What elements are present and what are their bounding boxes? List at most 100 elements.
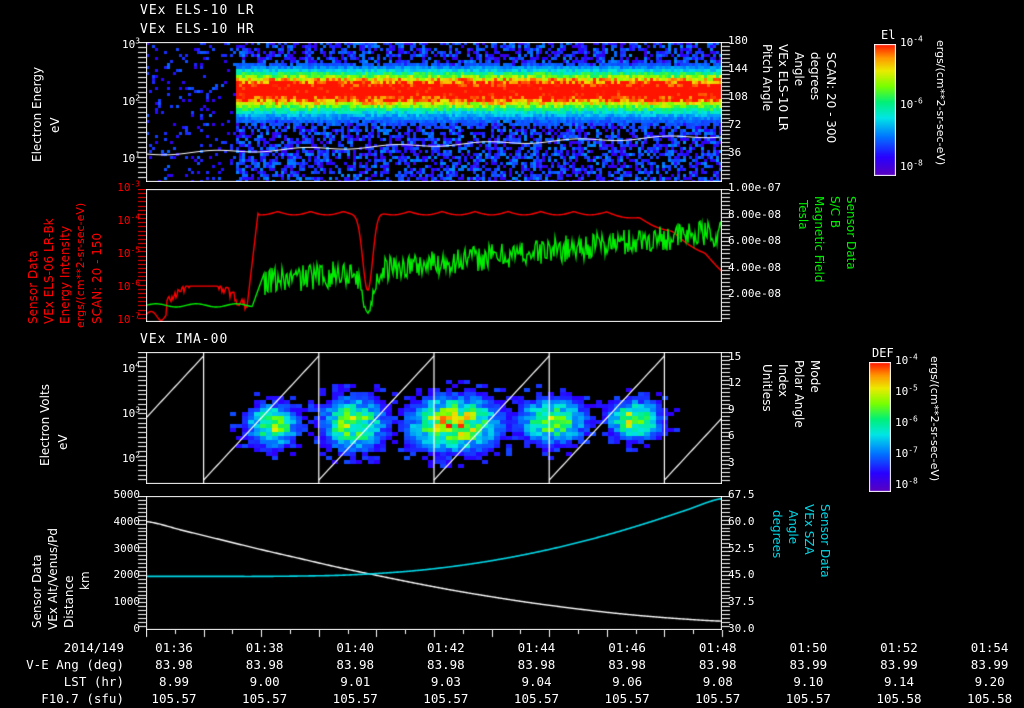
panel2-right-tick-2: 6.00e-08	[728, 234, 781, 248]
panel3-right-index: Index	[776, 364, 790, 479]
table-cell-lst-2: 9.01	[340, 674, 371, 689]
table-cell-f107-0: 105.57	[151, 691, 197, 706]
panel3-right-tick-4: 3	[728, 455, 735, 469]
colorbar1-tick-2: 10-8	[900, 158, 923, 173]
table-cell-time-0: 01:36	[155, 640, 193, 655]
table-cell-lst-7: 9.10	[793, 674, 824, 689]
panel3-left-line-0: Electron Volts	[38, 384, 52, 466]
panel2-left-instrument: VEx ELS-06 LR-Bk	[42, 192, 56, 324]
panel2-right-line-0: Sensor Data	[844, 196, 858, 270]
panel2-right-source: S/C B	[828, 196, 842, 321]
panel1-right-line-1: VEx ELS-10 LR	[776, 44, 790, 132]
panel1-title-lr: VEx ELS-10 LR	[140, 3, 255, 18]
colorbar3-tick-1: 10-5	[895, 383, 918, 398]
table-cell-f107-2: 105.57	[332, 691, 378, 706]
panel4-right-tick-1: 60.0	[728, 514, 755, 528]
panel3-right-polar-angle: Polar Angle	[792, 360, 806, 480]
panel4-left-line-0: Sensor Data	[30, 554, 44, 628]
table-cell-ve_ang-1: 83.98	[245, 657, 284, 672]
colorbar1-tick-1: 10-6	[900, 96, 923, 111]
table-row-label-2: LST (hr)	[63, 674, 124, 689]
panel1-left-axis-line-0: Electron Energy	[30, 66, 44, 163]
table-cell-ve_ang-0: 83.98	[155, 657, 193, 672]
panel4-left-line-3: km	[78, 571, 92, 590]
table-cell-lst-9: 9.20	[974, 674, 1005, 689]
table-cell-time-5: 01:46	[608, 640, 646, 655]
panel3-right-tick-2: 9	[728, 402, 735, 416]
panel3-right-units: Unitless	[760, 364, 774, 479]
axis-ticks	[722, 496, 736, 630]
table-cell-lst-6: 9.08	[702, 674, 733, 689]
table-cell-ve_ang-6: 83.98	[698, 657, 737, 672]
panel1-right-axis-units: degrees	[808, 52, 822, 182]
panel3-left-line-1: eV	[56, 434, 70, 450]
panel4-left-tick-5: 0	[133, 622, 140, 635]
panel3-right-tick-1: 12	[728, 376, 742, 390]
panel1-right-axis-quantity: Angle	[792, 52, 806, 182]
panel2-left-tick-2: 10-5	[117, 245, 140, 260]
colorbar3-tick-0: 10-4	[895, 352, 918, 367]
colorbar1-units-text: ergs/(cm**2-sr-sec-eV)	[934, 40, 947, 166]
panel3-right-line-3: Unitless	[760, 364, 774, 412]
panel2-left-line-1: VEx ELS-06 LR-Bk	[42, 218, 56, 324]
colorbar3-tick-3: 10-7	[895, 445, 918, 460]
panel4-left-source: VEx Alt/Venus/Pd	[46, 498, 60, 630]
colorbar1-tick-0: 10-4	[900, 34, 923, 49]
panel1-left-axis-line-1: eV	[48, 117, 62, 133]
table-cell-ve_ang-7: 83.99	[789, 657, 828, 672]
axis-ticks	[132, 352, 146, 484]
panel1-left-tick-1: 102	[121, 93, 140, 108]
panel4-left-tick-4: 1000	[113, 595, 141, 609]
table-cell-time-6: 01:48	[698, 640, 737, 655]
panel2-right-tick-4: 2.00e-08	[728, 287, 781, 301]
panel2-left-sensor: Sensor Data	[26, 192, 40, 324]
table-cell-f107-5: 105.57	[604, 691, 650, 706]
colorbar3-units-text: ergs/(cm**2-sr-sec-eV)	[928, 356, 941, 482]
table-cell-time-7: 01:50	[789, 640, 828, 655]
table-cell-time-2: 01:40	[336, 640, 375, 655]
panel4-left-tick-1: 4000	[113, 514, 141, 528]
table-cell-f107-3: 105.57	[423, 691, 469, 706]
panel1-right-line-3: degrees	[808, 52, 822, 101]
table-cell-f107-8: 105.58	[876, 691, 922, 706]
axis-ticks	[132, 189, 146, 322]
panel4-right-line-1: VEx SZA	[802, 504, 816, 555]
panel3-left-tick-2: 102	[121, 450, 140, 465]
table-cell-ve_ang-5: 83.98	[608, 657, 646, 672]
axis-ticks	[722, 189, 736, 322]
table-row-label-0: 2014/149	[63, 640, 124, 655]
table-cell-f107-4: 105.57	[513, 691, 560, 706]
table-cell-ve_ang-2: 83.98	[336, 657, 375, 672]
panel2-right-sensor: Sensor Data	[844, 196, 858, 321]
panel4-right-line-0: Sensor Data	[818, 504, 832, 578]
panel4-left-line-1: VEx Alt/Venus/Pd	[46, 527, 60, 630]
panel1-right-axis-label: Pitch Angle	[760, 44, 774, 184]
panel2-left-quantity: Energy Intensity	[58, 192, 72, 324]
panel4-line-plot	[146, 496, 722, 630]
panel2-left-units: ergs/(cm**2-sr-sec-eV)	[74, 190, 87, 328]
panel4-right-tick-3: 45.0	[728, 568, 755, 582]
panel4-left-line-2: Distance	[62, 575, 76, 628]
panel1-spectrogram	[146, 42, 722, 182]
panel2-right-quantity: Magnetic Field	[812, 196, 826, 321]
table-cell-ve_ang-9: 83.99	[970, 657, 1009, 672]
table-cell-f107-6: 105.57	[695, 691, 741, 706]
table-row-label-1: V-E Ang (deg)	[26, 657, 124, 672]
panel1-right-tick-0: 180	[728, 34, 748, 47]
colorbar3-title: DEF	[872, 346, 894, 360]
panel1-left-tick-0: 103	[121, 36, 140, 51]
panel1-right-tick-3: 72	[728, 118, 742, 131]
panel2-left-tick-4: 10-7	[117, 311, 140, 326]
panel4-right-sensor: Sensor Data	[818, 504, 832, 626]
panel3-right-tick-0: 15	[728, 350, 742, 363]
panel1-right-line-2: Angle	[792, 52, 806, 87]
time-axis-ticks	[146, 630, 726, 638]
panel4-right-quantity: Angle	[786, 510, 800, 625]
panel4-left-units: km	[78, 530, 92, 590]
panel4-right-units: degrees	[770, 510, 784, 625]
panel1-left-axis-label: Electron Energy	[30, 42, 44, 187]
table-cell-time-9: 01:54	[970, 640, 1009, 655]
panel3-left-tick-1: 103	[121, 405, 140, 420]
table-cell-time-4: 01:44	[517, 640, 556, 655]
panel3-title: VEx IMA-00	[140, 332, 229, 347]
